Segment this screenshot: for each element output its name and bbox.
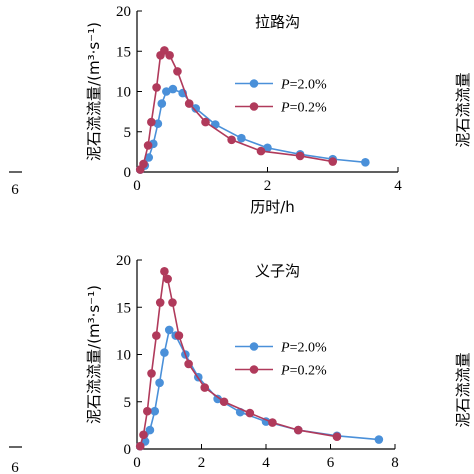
data-point — [160, 348, 169, 357]
x-tick-label: 8 — [391, 455, 399, 471]
x-tick-label: 2 — [198, 455, 206, 471]
data-point — [163, 274, 172, 284]
y-tick-label: 0 — [124, 442, 132, 458]
series-line-0 — [139, 88, 366, 171]
data-point — [191, 104, 201, 113]
y-tick-label: 20 — [116, 4, 131, 20]
data-point — [157, 99, 167, 108]
data-point — [237, 133, 246, 143]
data-point — [168, 298, 177, 307]
data-point — [295, 151, 305, 161]
y-tick-label: 5 — [124, 395, 132, 411]
y-tick-label: 0 — [124, 165, 132, 181]
chart-panel-yizi-gully: 0510152002468历时/h泥石流流量/(m³·s⁻¹)义子沟P=2.0%… — [85, 253, 399, 471]
data-point — [152, 331, 161, 340]
right-edge-label-bottom: 泥石流流量 — [454, 352, 472, 427]
series-line-1 — [139, 268, 338, 447]
legend-label: P=2.0% — [280, 78, 327, 93]
data-point — [200, 383, 210, 392]
y-tick-label: 10 — [116, 348, 131, 364]
x-tick-label: 0 — [133, 455, 141, 471]
y-axis-title: 泥石流流量/(m³·s⁻¹) — [85, 22, 103, 161]
right-cropped-panel-top: 泥石流流量 — [454, 72, 472, 147]
data-point — [162, 87, 171, 96]
data-point — [173, 67, 182, 76]
x-tick-label: 2 — [264, 178, 272, 194]
legend-marker — [249, 342, 259, 351]
panel-title: 义子沟 — [255, 262, 300, 280]
data-point — [135, 441, 145, 451]
legend-marker — [249, 79, 259, 88]
data-point — [155, 378, 164, 388]
data-point — [268, 418, 277, 427]
data-point — [144, 153, 154, 162]
data-point — [256, 146, 266, 156]
data-point — [184, 359, 193, 369]
series-line-0 — [139, 328, 379, 447]
data-point — [332, 432, 342, 442]
right-edge-label-top: 泥石流流量 — [454, 72, 472, 147]
data-point — [361, 158, 370, 167]
left-cropped-panel-bottom: 6 — [9, 446, 22, 474]
legend-marker — [249, 102, 259, 111]
data-point — [328, 157, 338, 166]
data-point — [143, 406, 152, 416]
data-point — [165, 50, 174, 60]
data-point — [147, 369, 156, 378]
y-tick-label: 20 — [116, 253, 131, 269]
data-point — [143, 141, 153, 150]
data-point — [152, 83, 161, 92]
data-point — [293, 425, 303, 435]
panel-title: 拉路沟 — [255, 13, 300, 31]
x-tick-label: 4 — [394, 178, 402, 194]
legend-label: P=0.2% — [280, 101, 327, 116]
left-edge-tick-top: 6 — [11, 182, 19, 198]
x-tick-label: 4 — [262, 455, 270, 471]
right-cropped-panel-bottom: 泥石流流量 — [454, 352, 472, 427]
x-axis-title: 历时/h — [250, 198, 295, 216]
data-point — [164, 325, 174, 335]
y-tick-label: 10 — [116, 85, 131, 101]
left-cropped-panel-top: 6 — [9, 171, 22, 198]
data-point — [184, 99, 194, 108]
data-point — [155, 298, 165, 307]
legend-marker — [249, 365, 259, 374]
data-point — [374, 435, 384, 444]
data-point — [147, 117, 156, 127]
y-tick-label: 15 — [116, 300, 131, 316]
data-point — [139, 159, 148, 169]
data-point — [227, 135, 236, 145]
legend-label: P=0.2% — [280, 364, 327, 379]
data-point — [213, 394, 222, 404]
x-tick-label: 6 — [327, 455, 335, 471]
data-point — [145, 425, 155, 435]
data-point — [245, 408, 255, 418]
left-edge-tick-bottom: 6 — [11, 460, 19, 474]
data-point — [201, 117, 210, 127]
data-point — [160, 267, 169, 276]
data-point — [174, 331, 184, 340]
y-tick-label: 15 — [116, 44, 131, 60]
data-point — [168, 84, 178, 94]
y-axis-title: 泥石流流量/(m³·s⁻¹) — [85, 285, 103, 424]
data-point — [139, 430, 148, 440]
data-point — [150, 406, 160, 416]
data-point — [219, 397, 229, 407]
y-tick-label: 5 — [124, 125, 132, 141]
data-point — [263, 143, 272, 153]
data-point — [153, 119, 163, 128]
legend-label: P=2.0% — [280, 341, 327, 356]
x-tick-label: 0 — [133, 178, 141, 194]
chart-panel-lalu-gully: 0 5 10 15 20 0 2 4 历时/h 泥石流流量/(m³·s⁻¹) 拉路沟 P=2.0% P=… — [85, 4, 402, 216]
